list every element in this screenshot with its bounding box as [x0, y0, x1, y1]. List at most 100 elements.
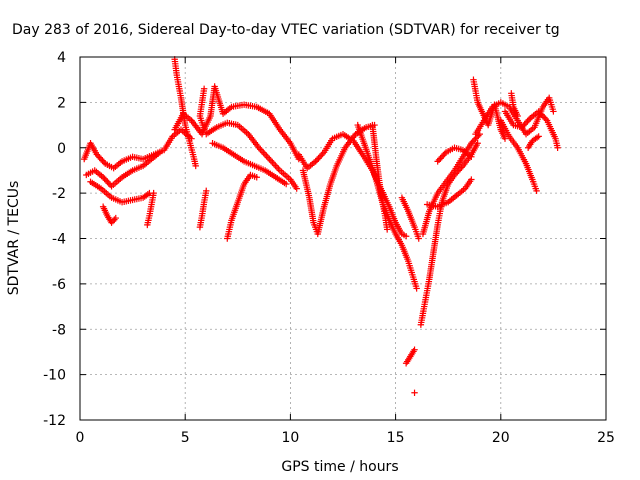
data-point-marker [538, 111, 545, 118]
data-point-marker [282, 180, 290, 188]
x-axis-label: GPS time / hours [281, 459, 398, 475]
axis-ticks: 0 5 10 15 20 25 -12 -10 -8 -6 -4 -2 0 2 4 [43, 50, 615, 446]
data-point-marker [411, 346, 418, 353]
data-point-marker [468, 153, 475, 161]
data-point-marker [192, 162, 199, 170]
data-point-marker [550, 108, 557, 115]
data-point-marker [253, 174, 260, 181]
data-point-marker [413, 285, 420, 292]
data-point-marker [475, 132, 482, 139]
data-point-marker [267, 157, 275, 164]
data-point-marker [269, 159, 276, 166]
data-point-marker [102, 177, 110, 184]
data-point-marker [272, 162, 279, 169]
data-point-marker [150, 189, 157, 197]
y-tick-label: -2 [52, 186, 66, 202]
y-tick-label: -4 [52, 232, 66, 248]
y-tick-label: -10 [43, 368, 66, 384]
data-point-marker [434, 158, 441, 165]
x-tick-label: 0 [76, 430, 85, 446]
data-point-marker [514, 112, 521, 120]
data-point-marker [402, 233, 410, 240]
data-point-marker [520, 122, 527, 130]
data-point-marker [319, 150, 326, 157]
data-point-marker [474, 140, 481, 147]
data-point-marker [263, 152, 270, 160]
data-point-marker [535, 133, 542, 140]
data-point-marker [501, 135, 509, 142]
y-tick-label: -12 [43, 413, 66, 429]
data-point-marker [541, 114, 548, 121]
data-point-marker [441, 150, 448, 157]
data-point-marker [99, 157, 106, 164]
x-tick-label: 15 [387, 430, 405, 446]
data-point-marker [539, 112, 547, 120]
data-point-marker [261, 151, 269, 158]
grid-lines [80, 57, 606, 420]
data-point-marker [313, 156, 321, 164]
data-point-marker [100, 158, 108, 166]
data-point-marker [260, 149, 267, 156]
data-point-marker [533, 187, 540, 195]
data-point-marker [99, 174, 107, 181]
data-point-marker [554, 144, 561, 151]
data-point-marker [525, 116, 533, 123]
data-point-marker [97, 155, 105, 163]
data-point-marker [196, 223, 204, 231]
data-point-marker [415, 235, 422, 242]
data-point-marker [95, 152, 102, 160]
data-point-marker [101, 175, 108, 182]
y-tick-label: -6 [52, 277, 66, 293]
data-point-marker [458, 164, 465, 171]
data-point-marker [435, 156, 443, 164]
y-tick-label: 0 [57, 141, 66, 157]
x-tick-label: 10 [281, 430, 299, 446]
data-point-marker [440, 152, 447, 159]
data-point-marker [521, 121, 528, 128]
data-point-marker [542, 115, 549, 123]
data-point-marker [437, 155, 444, 162]
plot-frame [79, 56, 607, 421]
data-point-marker [411, 389, 418, 396]
data-point-marker [522, 119, 530, 126]
data-point-marker [258, 147, 266, 155]
y-tick-label: -8 [52, 322, 66, 338]
data-point-marker [535, 108, 542, 115]
data-point-marker [104, 178, 111, 185]
data-point-marker [469, 138, 476, 145]
data-point-marker [315, 155, 322, 162]
data-point-marker [96, 154, 103, 161]
data-point-marker [468, 140, 475, 147]
data-point-marker [316, 153, 324, 161]
x-tick-label: 5 [181, 430, 190, 446]
data-point-marker [270, 160, 278, 168]
data-point-marker [383, 226, 391, 233]
data-point-marker [275, 165, 282, 173]
y-tick-label: 4 [57, 50, 66, 66]
data-point-marker [312, 158, 319, 165]
data-point-marker [93, 151, 101, 158]
data-point-marker [105, 180, 112, 187]
data-point-marker [468, 176, 475, 183]
x-tick-label: 25 [597, 430, 615, 446]
data-point-marker [470, 136, 478, 144]
x-tick-label: 20 [492, 430, 510, 446]
y-axis-label: SDTVAR / TECUs [6, 181, 22, 296]
data-point-marker [273, 163, 281, 171]
data-point-marker [264, 154, 272, 161]
data-points [81, 56, 561, 396]
data-point-marker [111, 216, 118, 223]
data-point-marker [108, 219, 115, 226]
chart-title: Day 283 of 2016, Sidereal Day-to-day VTE… [12, 22, 560, 38]
data-point-marker [518, 124, 526, 131]
data-point-marker [438, 153, 446, 161]
data-point-marker [318, 152, 325, 159]
y-tick-label: 2 [57, 95, 66, 111]
data-point-marker [156, 149, 164, 156]
data-point-marker [112, 214, 119, 222]
data-point-marker [200, 126, 208, 133]
data-point-marker [524, 118, 531, 125]
data-point-marker [536, 109, 544, 117]
data-point-marker [109, 217, 117, 225]
